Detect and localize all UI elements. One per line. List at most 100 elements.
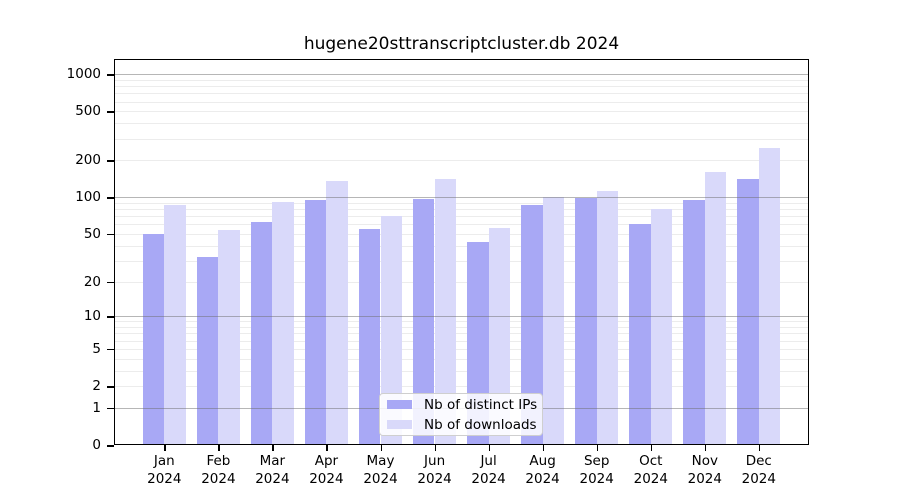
bar-nb-of-downloads-jul [488,228,511,445]
x-tick-label: Jun 2024 [405,452,465,488]
minor-gridline [114,86,809,88]
x-tick-label: Jan 2024 [134,452,194,488]
y-tick-mark [107,316,114,318]
x-tick-year: 2024 [579,471,614,487]
x-tick-year: 2024 [147,471,182,487]
y-tick-mark [107,160,114,162]
y-tick-label: 200 [75,152,101,169]
bar-nb-of-distinct-ips-may [358,228,381,445]
bar-nb-of-downloads-feb [218,229,240,445]
bar-nb-of-downloads-sep [596,190,619,445]
minor-gridline [114,209,809,211]
minor-gridline [114,111,809,113]
x-tick-label: Apr 2024 [296,452,356,488]
bar-nb-of-downloads-jun [434,178,457,445]
y-tick-mark [107,407,114,410]
y-tick-label: 1000 [66,66,101,83]
x-tick-month: Aug [529,453,556,469]
bar-nb-of-distinct-ips-sep [575,198,597,445]
x-tick-mark [326,445,328,451]
y-tick-mark [107,111,114,113]
x-tick-mark [704,445,707,451]
legend-swatch-downloads [387,420,412,429]
bar-nb-of-distinct-ips-oct [629,224,651,445]
y-tick-mark [107,386,114,388]
minor-gridline [114,216,809,218]
bar-nb-of-downloads-oct [650,208,673,445]
minor-gridline [114,358,809,360]
bar-nb-of-distinct-ips-apr [304,200,327,445]
bar-nb-of-downloads-aug [542,197,565,445]
x-tick-month: May [366,453,395,469]
y-tick-label: 50 [83,225,101,242]
y-tick-label: 10 [83,308,101,325]
y-tick-label: 20 [83,273,101,290]
legend-label-distinct-ips: Nb of distinct IPs [424,396,538,413]
x-tick-label: May 2024 [351,452,411,488]
x-tick-label: Jul 2024 [459,452,519,488]
legend-label-downloads: Nb of downloads [424,416,537,433]
x-tick-label: Sep 2024 [567,452,627,488]
legend-item-distinct-ips: Nb of distinct IPs [380,396,542,413]
x-tick-label: Nov 2024 [675,452,735,488]
x-tick-mark [650,445,653,451]
chart-title: hugene20sttranscriptcluster.db 2024 [303,34,620,54]
bar-nb-of-downloads-mar [272,201,294,445]
x-tick-month: Apr [314,453,339,469]
plot-area [114,59,809,445]
minor-gridline [114,123,809,125]
bar-nb-of-distinct-ips-jan [142,233,165,445]
y-tick-label: 500 [75,103,101,120]
x-tick-year: 2024 [741,471,776,487]
minor-gridline [114,224,809,226]
x-tick-month: Oct [639,453,663,469]
x-tick-year: 2024 [471,471,506,487]
bar-nb-of-downloads-may [380,216,403,445]
x-tick-mark [542,445,545,451]
minor-gridline [114,370,809,372]
x-tick-year: 2024 [363,471,398,487]
x-tick-month: Dec [745,453,772,469]
x-tick-mark [596,445,599,451]
x-tick-mark [380,445,382,451]
minor-gridline [114,348,809,350]
x-tick-year: 2024 [201,471,236,487]
x-tick-year: 2024 [417,471,452,487]
minor-gridline [114,327,809,329]
y-tick-label: 2 [92,378,101,394]
bar-nb-of-downloads-apr [326,181,348,445]
y-tick-label: 1 [92,399,101,416]
x-tick-label: Feb 2024 [188,452,248,488]
legend-item-downloads: Nb of downloads [380,416,542,433]
x-tick-year: 2024 [687,471,722,487]
y-tick-mark [107,74,114,76]
x-tick-mark [758,445,761,451]
minor-gridline [114,202,809,204]
x-tick-label: Mar 2024 [242,452,302,488]
y-tick-mark [107,348,114,351]
x-tick-mark [164,445,166,451]
x-tick-year: 2024 [525,471,560,487]
x-tick-label: Aug 2024 [513,452,573,488]
minor-gridline [114,386,809,387]
y-tick-label: 100 [75,189,101,206]
minor-gridline [114,333,809,335]
bar-nb-of-distinct-ips-mar [250,221,273,445]
y-tick-mark [107,197,114,199]
y-tick-label: 5 [92,340,101,357]
minor-gridline [114,321,809,323]
minor-gridline [114,260,809,262]
x-tick-label: Dec 2024 [729,452,789,488]
x-tick-month: Jan [153,453,175,469]
x-tick-month: Nov [691,453,718,469]
x-tick-year: 2024 [309,471,344,487]
bar-nb-of-downloads-nov [704,171,727,445]
x-tick-mark [434,445,437,451]
bar-nb-of-downloads-dec [758,148,781,445]
bar-nb-of-distinct-ips-dec [737,179,759,445]
y-tick-mark [107,281,114,284]
minor-gridline [114,79,809,81]
x-tick-mark [272,445,274,451]
minor-gridline [114,93,809,95]
